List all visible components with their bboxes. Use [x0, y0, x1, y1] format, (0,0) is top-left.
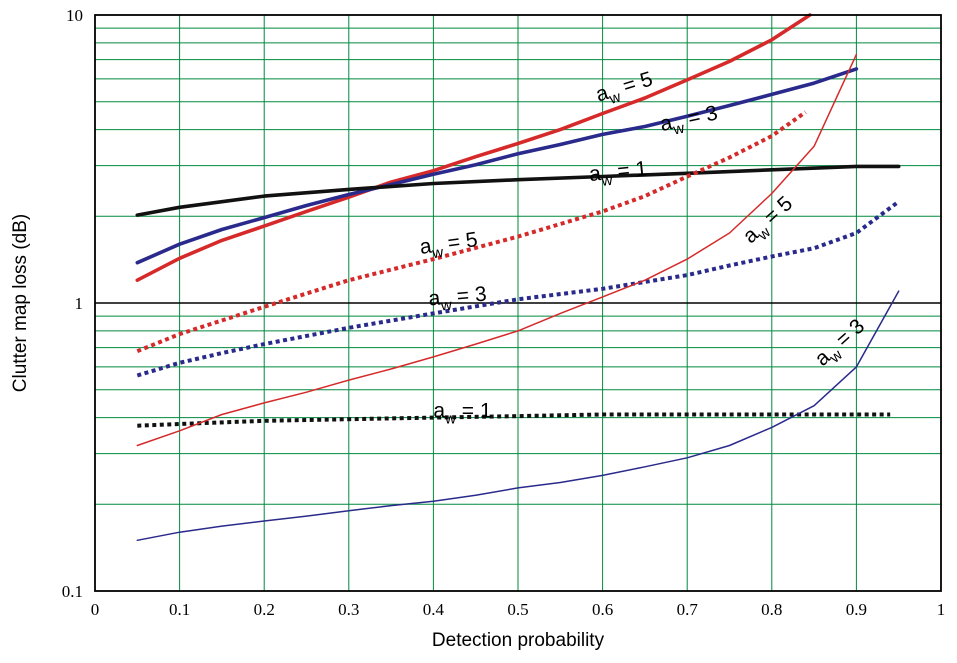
x-tick-label: 0.6 — [592, 600, 613, 619]
curve-label: aw = 3 — [428, 283, 488, 316]
series-line-6 — [137, 412, 891, 428]
series-line-5 — [136, 199, 900, 378]
curve-label: aw = 1 — [433, 400, 491, 428]
x-tick-label: 0.4 — [423, 600, 445, 619]
curve-label: aw = 1 — [588, 157, 649, 191]
x-tick-label: 0 — [91, 600, 100, 619]
x-tick-label: 0.2 — [254, 600, 275, 619]
series-line-2 — [135, 67, 859, 265]
plot-frame — [94, 14, 942, 592]
y-axis-title: Clutter map loss (dB) — [10, 214, 31, 392]
series-line-8 — [136, 290, 900, 542]
series-line-7 — [136, 53, 858, 447]
series-line-1 — [135, 13, 812, 283]
x-tick-label: 0.3 — [338, 600, 359, 619]
x-tick-label: 0.9 — [846, 600, 867, 619]
x-tick-label: 0.1 — [169, 600, 190, 619]
y-tick-label: 0.1 — [62, 582, 83, 601]
series-line-3 — [135, 164, 901, 217]
x-tick-label: 0.8 — [761, 600, 782, 619]
y-tick-label: 1 — [75, 294, 84, 313]
x-tick-label: 0.5 — [507, 600, 528, 619]
series-line-4 — [136, 110, 807, 354]
y-tick-label: 10 — [66, 6, 83, 25]
x-tick-label: 0.7 — [677, 600, 699, 619]
curve-label: aw = 5 — [418, 228, 479, 264]
x-tick-label: 1 — [937, 600, 946, 619]
x-axis-title: Detection probability — [432, 630, 605, 651]
